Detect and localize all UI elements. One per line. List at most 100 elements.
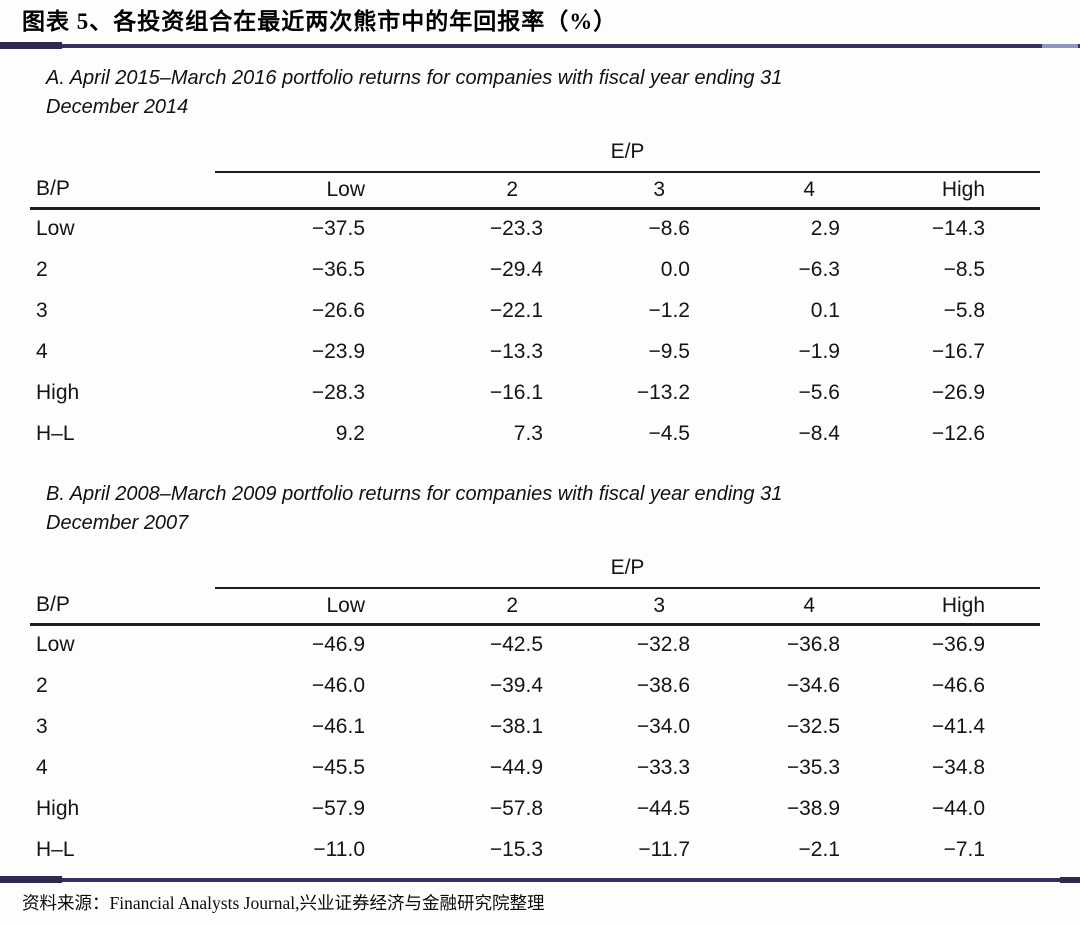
table-row: High −57.9 −57.8 −44.5 −38.9 −44.0 (30, 788, 1040, 829)
value-cell: −11.7 (638, 837, 690, 861)
group-header-row: E/P (30, 136, 1041, 173)
table-row: H–L −11.0 −15.3 −11.7 −2.1 −7.1 (30, 829, 1040, 870)
col-header-low: Low (215, 588, 365, 626)
value-cell: −46.6 (931, 673, 986, 697)
value-cell: −16.1 (489, 380, 543, 404)
value-cell: −26.9 (931, 380, 986, 404)
row-label: 3 (36, 714, 48, 738)
value-cell: 0.1 (810, 298, 840, 322)
value-cell: −34.0 (636, 714, 690, 738)
value-cell: −15.3 (489, 837, 543, 861)
panel-a-caption: A. April 2015–March 2016 portfolio retur… (46, 67, 783, 118)
table-row: 3 −26.6 −22.1 −1.2 0.1 −5.8 (30, 290, 1040, 331)
value-cell: −37.5 (311, 217, 365, 241)
value-cell: −39.4 (489, 673, 543, 697)
col-header-3: 3 (543, 172, 690, 210)
value-cell: −33.3 (636, 755, 690, 779)
col-header-high: High (840, 172, 1041, 210)
row-label: Low (36, 633, 75, 657)
table-row: 2 −36.5 −29.4 0.0 −6.3 −8.5 (30, 249, 1040, 290)
column-header-row: B/P Low 2 3 4 High (30, 172, 1041, 210)
table-row: H–L 9.2 7.3 −4.5 −8.4 −12.6 (30, 413, 1040, 454)
col-header-low: Low (215, 172, 365, 210)
col-header-bp: B/P (30, 588, 215, 626)
panel-b-table: E/P B/P Low 2 3 4 High Low −46.9 −42.5 −… (30, 552, 1041, 870)
table-row: 2 −46.0 −39.4 −38.6 −34.6 −46.6 (30, 665, 1040, 706)
col-header-high: High (840, 588, 1041, 626)
table-row: Low −46.9 −42.5 −32.8 −36.8 −36.9 (30, 624, 1040, 665)
value-cell: −38.6 (636, 673, 690, 697)
value-cell: −1.9 (798, 339, 840, 363)
value-cell: −8.5 (943, 257, 986, 281)
value-cell: −28.3 (311, 380, 365, 404)
value-cell: −11.0 (313, 837, 365, 861)
value-cell: −22.1 (489, 298, 543, 322)
col-header-3: 3 (543, 588, 690, 626)
value-cell: −41.4 (931, 714, 986, 738)
source-note: 资料来源：Financial Analysts Journal,兴业证券经济与金… (22, 893, 545, 913)
row-label: 4 (36, 339, 48, 363)
row-label: H–L (36, 421, 75, 445)
row-label: Low (36, 217, 75, 241)
value-cell: −34.8 (931, 755, 986, 779)
panel-b: B. April 2008–March 2009 portfolio retur… (0, 480, 1080, 870)
value-cell: −13.3 (489, 339, 543, 363)
col-header-bp: B/P (30, 172, 215, 210)
table-row: 4 −23.9 −13.3 −9.5 −1.9 −16.7 (30, 331, 1040, 372)
value-cell: −36.5 (311, 257, 365, 281)
value-cell: −44.9 (489, 755, 543, 779)
value-cell: −29.4 (489, 257, 543, 281)
column-header-row: B/P Low 2 3 4 High (30, 588, 1041, 626)
value-cell: −16.7 (931, 339, 986, 363)
col-header-4: 4 (690, 172, 840, 210)
value-cell: −12.6 (931, 421, 986, 445)
value-cell: −9.5 (648, 339, 690, 363)
panel-a-table: E/P B/P Low 2 3 4 High Low −37.5 −23.3 −… (30, 136, 1041, 454)
value-cell: −23.9 (311, 339, 365, 363)
row-label: 2 (36, 257, 48, 281)
value-cell: −38.1 (489, 714, 543, 738)
value-cell: −36.8 (786, 633, 840, 657)
row-label: High (36, 796, 80, 820)
value-cell: 7.3 (513, 421, 543, 445)
value-cell: −8.4 (798, 421, 840, 445)
value-cell: −46.0 (311, 673, 365, 697)
title-rule-left-cap (0, 42, 62, 49)
corner-cell (30, 136, 215, 172)
value-cell: −44.0 (931, 796, 986, 820)
panel-b-caption: B. April 2008–March 2009 portfolio retur… (46, 483, 783, 534)
value-cell: −57.8 (489, 796, 543, 820)
value-cell: −4.5 (648, 421, 690, 445)
page-title: 图表 5、各投资组合在最近两次熊市中的年回报率（%） (22, 9, 618, 34)
value-cell: −5.6 (798, 380, 840, 404)
col-header-4: 4 (690, 588, 840, 626)
col-header-2: 2 (365, 172, 543, 210)
value-cell: 0.0 (660, 257, 690, 281)
value-cell: −38.9 (786, 796, 840, 820)
row-label: High (36, 380, 80, 404)
value-cell: −44.5 (636, 796, 690, 820)
row-label: H–L (36, 837, 75, 861)
title-rule-right-tail (1042, 44, 1078, 48)
title-rule (0, 42, 1080, 49)
footer-rule (0, 876, 1080, 883)
table-row: High −28.3 −16.1 −13.2 −5.6 −26.9 (30, 372, 1040, 413)
table-row: 3 −46.1 −38.1 −34.0 −32.5 −41.4 (30, 706, 1040, 747)
row-label: 2 (36, 673, 48, 697)
row-label: 4 (36, 755, 48, 779)
footer-rule-right-cap (1060, 877, 1080, 883)
value-cell: 2.9 (810, 217, 840, 241)
value-cell: −6.3 (798, 257, 840, 281)
value-cell: 9.2 (335, 421, 365, 445)
value-cell: −35.3 (786, 755, 840, 779)
value-cell: −46.9 (311, 633, 365, 657)
value-cell: −7.1 (943, 837, 986, 861)
value-cell: −14.3 (931, 217, 986, 241)
panel-a: A. April 2015–March 2016 portfolio retur… (0, 64, 1080, 454)
group-header-row: E/P (30, 552, 1041, 589)
value-cell: −36.9 (931, 633, 986, 657)
value-cell: −45.5 (311, 755, 365, 779)
value-cell: −1.2 (648, 298, 690, 322)
value-cell: −46.1 (311, 714, 365, 738)
